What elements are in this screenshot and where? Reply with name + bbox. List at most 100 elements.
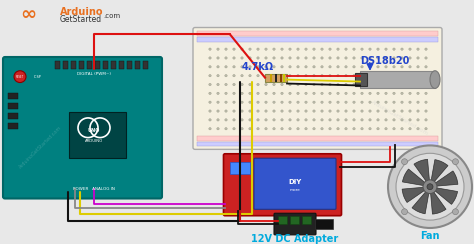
Wedge shape bbox=[430, 187, 457, 204]
Circle shape bbox=[297, 66, 299, 68]
Circle shape bbox=[257, 48, 259, 50]
Text: GetStarted: GetStarted bbox=[60, 15, 102, 24]
Circle shape bbox=[361, 66, 363, 68]
Circle shape bbox=[241, 128, 243, 130]
Circle shape bbox=[393, 83, 395, 86]
Circle shape bbox=[217, 66, 219, 68]
Circle shape bbox=[425, 128, 427, 130]
Circle shape bbox=[289, 110, 291, 112]
Circle shape bbox=[337, 92, 339, 94]
Circle shape bbox=[369, 128, 371, 130]
Circle shape bbox=[345, 119, 347, 121]
Bar bbox=[197, 31, 438, 36]
Circle shape bbox=[217, 83, 219, 86]
Bar bbox=[95, 61, 100, 69]
Circle shape bbox=[353, 101, 355, 103]
FancyBboxPatch shape bbox=[69, 112, 126, 158]
Circle shape bbox=[329, 83, 331, 86]
Circle shape bbox=[361, 110, 363, 112]
Circle shape bbox=[209, 119, 211, 121]
Circle shape bbox=[453, 159, 458, 165]
Circle shape bbox=[313, 110, 315, 112]
Circle shape bbox=[241, 83, 243, 86]
Wedge shape bbox=[430, 171, 458, 187]
Bar bbox=[360, 71, 435, 88]
Circle shape bbox=[353, 57, 355, 59]
Circle shape bbox=[217, 101, 219, 103]
Circle shape bbox=[305, 48, 307, 50]
Circle shape bbox=[249, 110, 251, 112]
Circle shape bbox=[233, 128, 235, 130]
Text: Arduino: Arduino bbox=[60, 7, 103, 17]
Circle shape bbox=[249, 83, 251, 86]
Circle shape bbox=[385, 92, 387, 94]
Circle shape bbox=[409, 57, 411, 59]
FancyBboxPatch shape bbox=[254, 158, 336, 209]
Text: DIGITAL (PWM~): DIGITAL (PWM~) bbox=[77, 72, 111, 76]
Circle shape bbox=[329, 48, 331, 50]
Circle shape bbox=[377, 119, 379, 121]
Circle shape bbox=[313, 101, 315, 103]
Circle shape bbox=[321, 92, 323, 94]
Circle shape bbox=[209, 66, 211, 68]
Circle shape bbox=[369, 74, 371, 77]
Circle shape bbox=[265, 101, 267, 103]
Circle shape bbox=[233, 101, 235, 103]
Circle shape bbox=[281, 128, 283, 130]
Text: 12V DC Adapter: 12V DC Adapter bbox=[251, 234, 338, 244]
Circle shape bbox=[417, 119, 419, 121]
Circle shape bbox=[345, 110, 347, 112]
Circle shape bbox=[233, 48, 235, 50]
Circle shape bbox=[321, 101, 323, 103]
Circle shape bbox=[361, 48, 363, 50]
Circle shape bbox=[353, 92, 355, 94]
Circle shape bbox=[241, 57, 243, 59]
Circle shape bbox=[273, 57, 275, 59]
Circle shape bbox=[396, 153, 464, 220]
Circle shape bbox=[273, 83, 275, 86]
Circle shape bbox=[353, 110, 355, 112]
Bar bbox=[197, 142, 438, 146]
Circle shape bbox=[225, 48, 227, 50]
Circle shape bbox=[417, 66, 419, 68]
Circle shape bbox=[273, 119, 275, 121]
Circle shape bbox=[289, 119, 291, 121]
Circle shape bbox=[265, 74, 267, 77]
Circle shape bbox=[329, 101, 331, 103]
Circle shape bbox=[337, 74, 339, 77]
Circle shape bbox=[385, 110, 387, 112]
Circle shape bbox=[297, 128, 299, 130]
Circle shape bbox=[249, 128, 251, 130]
Text: POWER   ANALOG IN: POWER ANALOG IN bbox=[73, 187, 115, 191]
Circle shape bbox=[417, 110, 419, 112]
Text: ArduinoGetStarted.com: ArduinoGetStarted.com bbox=[18, 125, 63, 170]
Circle shape bbox=[273, 101, 275, 103]
Circle shape bbox=[401, 48, 403, 50]
Circle shape bbox=[337, 57, 339, 59]
Circle shape bbox=[401, 159, 408, 165]
Circle shape bbox=[417, 101, 419, 103]
Circle shape bbox=[305, 101, 307, 103]
Wedge shape bbox=[412, 187, 430, 214]
Circle shape bbox=[369, 101, 371, 103]
Circle shape bbox=[225, 92, 227, 94]
Circle shape bbox=[281, 119, 283, 121]
Circle shape bbox=[345, 57, 347, 59]
Circle shape bbox=[345, 128, 347, 130]
Circle shape bbox=[377, 128, 379, 130]
Circle shape bbox=[385, 48, 387, 50]
Circle shape bbox=[361, 92, 363, 94]
Circle shape bbox=[417, 83, 419, 86]
Bar bbox=[8, 113, 18, 119]
Circle shape bbox=[257, 119, 259, 121]
Circle shape bbox=[305, 119, 307, 121]
Bar bbox=[103, 61, 108, 69]
Circle shape bbox=[209, 92, 211, 94]
Circle shape bbox=[425, 66, 427, 68]
Circle shape bbox=[361, 128, 363, 130]
Circle shape bbox=[265, 66, 267, 68]
Bar bbox=[265, 74, 287, 81]
Circle shape bbox=[313, 119, 315, 121]
Circle shape bbox=[225, 110, 227, 112]
Circle shape bbox=[297, 92, 299, 94]
